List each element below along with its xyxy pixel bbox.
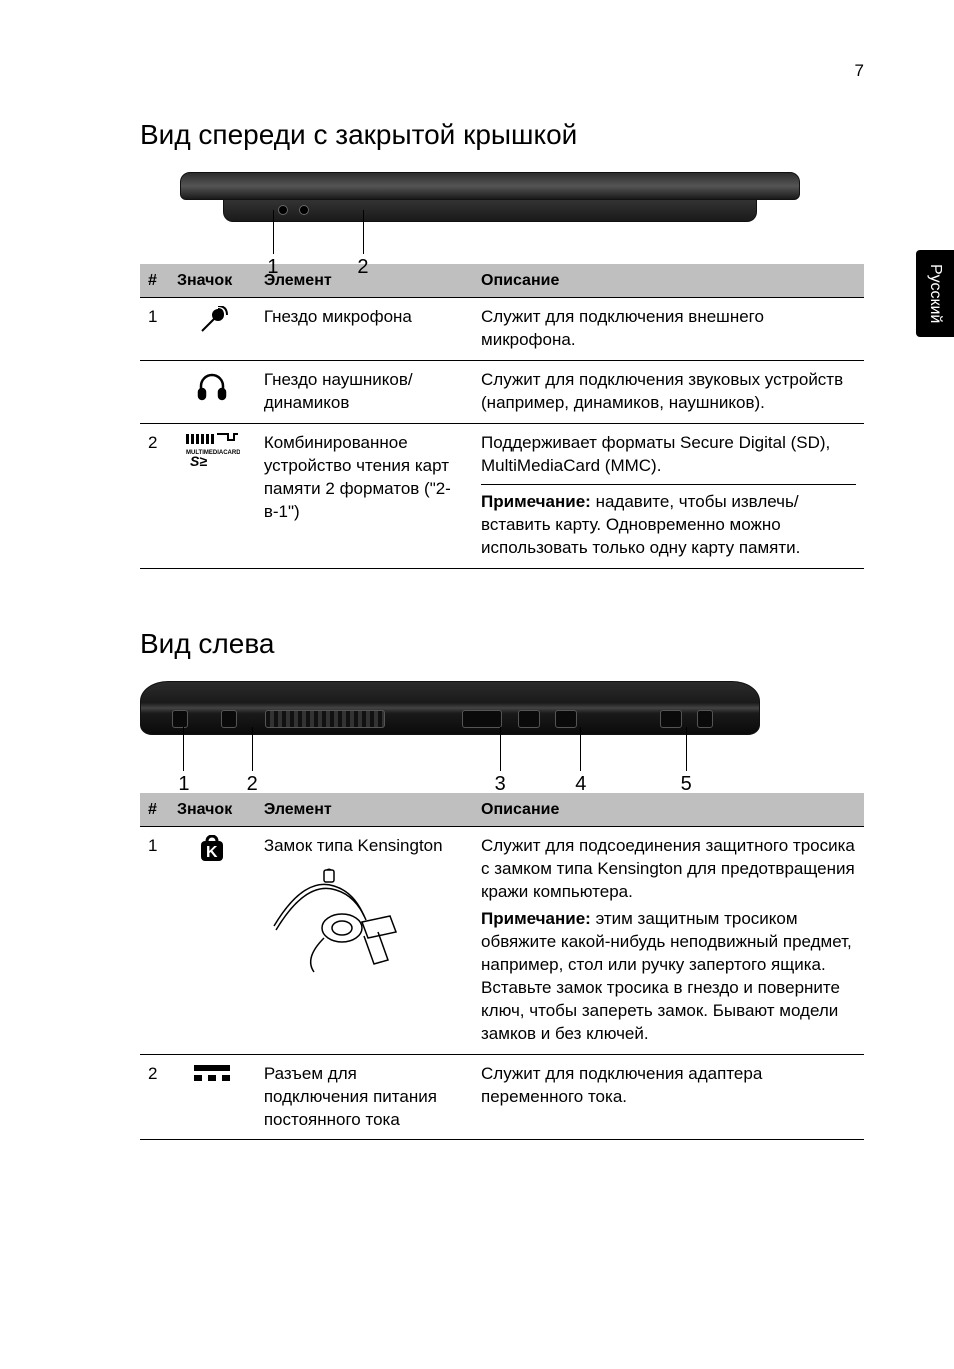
laptop-front-diagram: 1 2 <box>180 172 800 242</box>
th-elem: Элемент <box>256 793 473 827</box>
front-table: # Значок Элемент Описание 1 Гнездо микро… <box>140 264 864 569</box>
callout-1: 1 <box>178 771 189 798</box>
left-table: # Значок Элемент Описание 1 K Замок типа… <box>140 793 864 1141</box>
kensington-icon: K <box>169 827 256 1054</box>
th-desc: Описание <box>473 264 864 298</box>
callout-5: 5 <box>681 771 692 798</box>
note-label: Примечание: <box>481 492 591 511</box>
row-elem: Замок типа Kensington <box>256 827 473 1054</box>
row-elem: Гнездо микрофона <box>256 298 473 361</box>
row-desc: Служит для подсоединения защитного троси… <box>473 827 864 1054</box>
svg-text:S≥: S≥ <box>190 453 207 468</box>
row-num: 2 <box>140 1054 169 1140</box>
th-icon: Значок <box>169 793 256 827</box>
section-front-title: Вид спереди с закрытой крышкой <box>140 116 864 154</box>
table-row: Гнездо наушников/ динамиков Служит для п… <box>140 361 864 424</box>
row-desc: Служит для подключения звуковых устройст… <box>473 361 864 424</box>
callout-4: 4 <box>575 771 586 798</box>
row-elem: Разъем для подключения питания постоянно… <box>256 1054 473 1140</box>
laptop-left-diagram: 1 2 3 4 5 <box>140 681 760 771</box>
table-row: 1 Гнездо микрофона Служит для подключени… <box>140 298 864 361</box>
row-desc: Служит для подключения адаптера переменн… <box>473 1054 864 1140</box>
section-left-title: Вид слева <box>140 625 864 663</box>
page-number: 7 <box>855 60 864 83</box>
callout-2: 2 <box>357 254 368 281</box>
table-row: 2 MULTIMEDIACARD S≥ Комбинированное устр… <box>140 424 864 569</box>
row-num: 2 <box>140 424 169 569</box>
sdcard-icon: MULTIMEDIACARD S≥ <box>169 424 256 569</box>
row-desc: Служит для подключения внешнего микрофон… <box>473 298 864 361</box>
row-num <box>140 361 169 424</box>
dc-icon <box>169 1054 256 1140</box>
th-num: # <box>140 793 169 827</box>
callout-3: 3 <box>495 771 506 798</box>
note-label: Примечание: <box>481 909 591 928</box>
mic-icon <box>169 298 256 361</box>
kensington-illustration <box>264 866 465 983</box>
row-num: 1 <box>140 827 169 1054</box>
svg-text:K: K <box>206 844 218 861</box>
th-desc: Описание <box>473 793 864 827</box>
language-tab: Русский <box>916 250 954 337</box>
left-view-figure: 1 2 3 4 5 <box>140 681 864 771</box>
row-elem: Гнездо наушников/ динамиков <box>256 361 473 424</box>
front-view-figure: 1 2 <box>140 172 864 242</box>
table-row: 2 Разъем для подключения питания постоян… <box>140 1054 864 1140</box>
headphones-icon <box>169 361 256 424</box>
row-num: 1 <box>140 298 169 361</box>
row-elem: Комбинированное устройство чтения карт п… <box>256 424 473 569</box>
callout-1: 1 <box>267 254 278 281</box>
table-row: 1 K Замок типа Kensington <box>140 827 864 1054</box>
th-num: # <box>140 264 169 298</box>
callout-2: 2 <box>247 771 258 798</box>
th-icon: Значок <box>169 264 256 298</box>
row-desc: Поддерживает форматы Secure Digital (SD)… <box>473 424 864 569</box>
